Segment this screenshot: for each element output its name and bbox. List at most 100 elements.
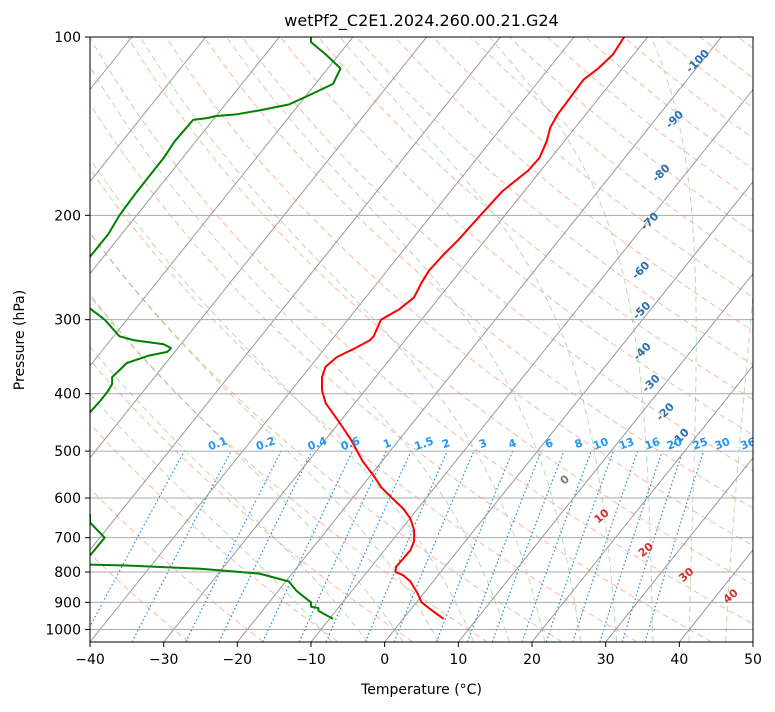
x-tick-label: −10 — [296, 652, 326, 668]
moist-adiabat — [726, 37, 767, 642]
isotherm — [164, 37, 648, 642]
isotherm — [679, 37, 775, 642]
dry-adiabat — [0, 37, 488, 642]
moist-adiabat — [0, 37, 403, 642]
mixing-ratio-label: 2 — [440, 436, 452, 451]
mixing-ratio-line — [436, 451, 512, 642]
moist-adiabat — [0, 37, 438, 642]
dry-adiabat — [738, 37, 775, 642]
x-tick-label: 10 — [449, 652, 467, 668]
y-tick-label: 900 — [54, 595, 81, 611]
moist-adiabat — [226, 37, 580, 642]
mixing-ratio-label: 1.5 — [413, 434, 436, 453]
mixing-ratio-label: 1 — [381, 436, 393, 451]
mixing-ratio-line — [522, 451, 591, 642]
isotherm — [458, 37, 775, 642]
theta-e-label: 20 — [636, 540, 656, 560]
dry-adiabat — [395, 37, 775, 642]
moist-adiabat — [0, 37, 332, 642]
mixing-ratio-line — [645, 451, 703, 642]
isotherm — [0, 37, 206, 642]
dry-adiabat — [242, 37, 775, 642]
isotherm-label: -50 — [630, 299, 653, 322]
x-tick-label: 40 — [670, 652, 688, 668]
dry-adiabat — [318, 37, 775, 642]
moist-adiabat — [73, 37, 509, 642]
dry-adiabat — [13, 37, 637, 642]
dry-adiabat — [357, 37, 775, 642]
mixing-ratio-label: 13 — [617, 435, 636, 452]
isotherm — [16, 37, 500, 642]
dry-adiabat — [700, 37, 775, 642]
mixing-ratio-line — [326, 451, 411, 642]
x-axis-label: Temperature (°C) — [360, 682, 482, 698]
isotherm — [0, 37, 279, 642]
moist-adiabat — [140, 37, 545, 642]
isotherm-label: -70 — [638, 209, 661, 232]
dry-adiabat — [433, 37, 775, 642]
mixing-ratio-label: 6 — [543, 436, 555, 451]
isotherm — [0, 37, 427, 642]
y-tick-label: 1000 — [45, 622, 81, 638]
isotherm-label: -20 — [654, 400, 677, 423]
isotherm — [0, 37, 58, 642]
mixing-ratio-label: 3 — [477, 436, 489, 451]
y-tick-label: 800 — [54, 565, 81, 581]
mixing-ratio-line — [219, 451, 312, 642]
x-axis: −40 −30 −20 −10 0 10 20 30 40 50 — [75, 642, 762, 668]
y-tick-label: 500 — [54, 444, 81, 460]
y-tick-label: 600 — [54, 491, 81, 507]
x-tick-label: 20 — [523, 652, 541, 668]
mixing-ratio-label: 0.6 — [339, 434, 362, 453]
mixing-ratio-label: 4 — [507, 436, 519, 451]
x-tick-label: −30 — [149, 652, 179, 668]
mixing-ratio-line — [299, 451, 386, 642]
isotherm-label: -100 — [683, 47, 712, 76]
mixing-ratio-label: 10 — [591, 435, 610, 453]
y-tick-label: 400 — [54, 387, 81, 403]
x-tick-label: 30 — [597, 652, 615, 668]
dry-adiabat — [471, 37, 775, 642]
mixing-ratio-label: 36 — [739, 435, 758, 453]
dry-adiabat — [547, 37, 775, 642]
y-tick-label: 300 — [54, 313, 81, 329]
isotherm-label: -40 — [631, 340, 654, 363]
y-tick-label: 700 — [54, 531, 81, 547]
mixing-ratio-label: 0.1 — [206, 434, 229, 453]
grid-lines — [0, 37, 775, 642]
y-axis-label: Pressure (hPa) — [12, 290, 28, 390]
y-tick-label: 200 — [54, 208, 81, 224]
x-tick-label: 0 — [380, 652, 389, 668]
mixing-ratio-label: 0.2 — [254, 434, 277, 453]
y-axis: 100 200 300 400 500 600 700 800 900 1000 — [45, 30, 90, 638]
x-tick-label: −40 — [75, 652, 105, 668]
isotherm-label: -90 — [663, 108, 686, 131]
mixing-ratio-label: 0.4 — [306, 434, 329, 453]
x-tick-label: −20 — [223, 652, 253, 668]
background-lines — [0, 37, 775, 642]
dewpoint-profile — [53, 37, 340, 619]
isotherm-label: -60 — [629, 258, 652, 281]
mixing-ratio-line — [468, 451, 542, 642]
theta-e-label: 0 — [558, 472, 572, 487]
dry-adiabat — [0, 37, 562, 642]
dry-adiabat — [166, 37, 775, 642]
mixing-ratio-label: 30 — [713, 435, 732, 453]
isotherm — [0, 37, 353, 642]
mixing-ratio-line — [186, 451, 281, 642]
isotherm — [311, 37, 775, 642]
isotherm-label: -80 — [649, 161, 672, 184]
x-tick-label: 50 — [744, 652, 762, 668]
y-tick-label: 100 — [54, 30, 81, 46]
mixing-ratio-line — [263, 451, 353, 642]
theta-e-label: 40 — [721, 586, 741, 606]
theta-e-label: 10 — [592, 506, 612, 526]
mixing-ratio-label: 25 — [691, 435, 710, 452]
moist-adiabat — [0, 37, 368, 642]
isotherm — [753, 37, 775, 642]
isotherm-label: -30 — [640, 372, 663, 395]
chart-title: wetPf2_C2E1.2024.260.00.21.G24 — [284, 11, 558, 31]
